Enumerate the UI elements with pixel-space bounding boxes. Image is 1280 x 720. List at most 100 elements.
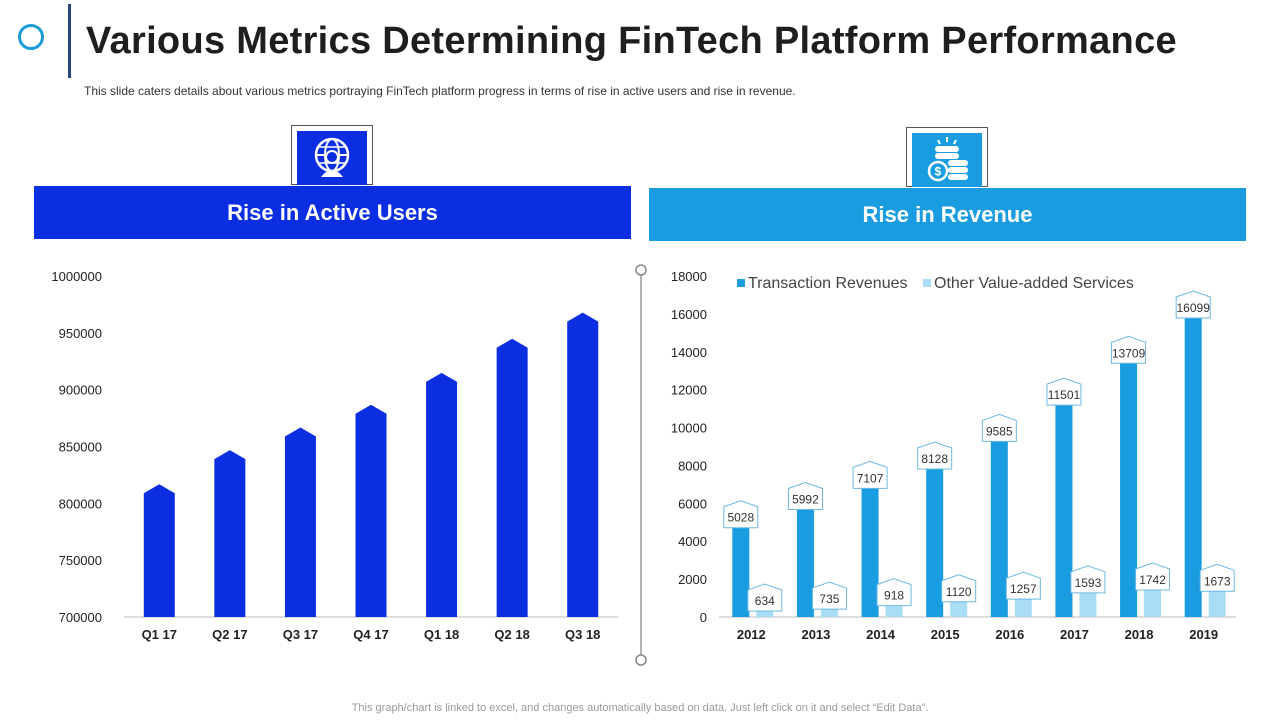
legend-label: Transaction Revenues <box>748 275 908 292</box>
data-label-box <box>1005 571 1041 600</box>
y-tick-label: 800000 <box>59 496 102 511</box>
page-title: Various Metrics Determining FinTech Plat… <box>86 20 1177 62</box>
y-tick-label: 950000 <box>59 326 102 341</box>
bar <box>143 484 175 617</box>
money-coins-icon: $ <box>912 133 982 187</box>
bar-transaction-revenues <box>796 503 814 617</box>
data-label: 9585 <box>986 424 1013 438</box>
data-label: 5992 <box>792 492 819 506</box>
x-tick-label: Q3 18 <box>565 627 600 642</box>
data-label: 1593 <box>1075 576 1102 590</box>
x-tick-label: Q2 18 <box>494 627 529 642</box>
data-label-other-services: 1742 <box>1135 562 1171 591</box>
bar-other-services <box>1144 583 1162 617</box>
x-tick-label: Q3 17 <box>283 627 318 642</box>
revenue-panel-header: Rise in Revenue <box>649 188 1246 241</box>
x-tick-label: 2014 <box>866 627 896 642</box>
bar-transaction-revenues <box>926 463 944 617</box>
data-label: 634 <box>755 594 775 608</box>
data-label: 1257 <box>1010 582 1037 596</box>
y-tick-label: 14000 <box>671 345 707 360</box>
users-icon-frame <box>291 125 373 185</box>
bar-transaction-revenues <box>732 521 750 617</box>
chart-divider <box>635 264 647 666</box>
data-label-transaction-revenues: 5992 <box>787 481 823 510</box>
data-label-box <box>941 574 977 603</box>
bar <box>567 312 599 617</box>
y-tick-label: 700000 <box>59 610 102 625</box>
data-label-box <box>917 441 953 470</box>
page-subtitle: This slide caters details about various … <box>84 84 796 98</box>
data-label-box <box>747 583 783 612</box>
legend-swatch <box>923 279 931 287</box>
x-tick-label: Q1 18 <box>424 627 459 642</box>
users-panel-header: Rise in Active Users <box>34 186 631 239</box>
data-label: 8128 <box>921 452 948 466</box>
y-tick-label: 12000 <box>671 383 707 398</box>
x-tick-label: Q2 17 <box>212 627 247 642</box>
x-tick-label: 2013 <box>801 627 830 642</box>
data-label-transaction-revenues: 7107 <box>852 460 888 489</box>
data-label-other-services: 1257 <box>1005 571 1041 600</box>
y-tick-label: 750000 <box>59 553 102 568</box>
users-chart: 700000 750000 800000 850000 900000 950000 1000… <box>51 269 618 642</box>
y-tick-label: 18000 <box>671 269 707 284</box>
bar <box>496 338 528 617</box>
data-label-transaction-revenues: 9585 <box>981 413 1017 442</box>
y-tick-label: 16000 <box>671 307 707 322</box>
data-label-box <box>1175 290 1211 319</box>
x-tick-label: 2019 <box>1189 627 1218 642</box>
data-label-transaction-revenues: 11501 <box>1046 377 1082 406</box>
data-label-box <box>981 413 1017 442</box>
x-tick-label: Q1 17 <box>142 627 177 642</box>
legend-label: Other Value-added Services <box>934 275 1134 292</box>
bar-other-services <box>1208 585 1226 617</box>
data-label-other-services: 918 <box>876 578 912 607</box>
data-label-box <box>876 578 912 607</box>
data-label-box <box>1046 377 1082 406</box>
y-tick-label: 2000 <box>678 572 707 587</box>
bar <box>426 372 458 617</box>
data-label: 16099 <box>1177 301 1211 315</box>
data-label-transaction-revenues: 5028 <box>723 500 759 529</box>
bar <box>214 450 246 617</box>
bar-transaction-revenues <box>990 435 1008 617</box>
data-label: 5028 <box>727 511 754 525</box>
data-label-box <box>1135 562 1171 591</box>
data-label: 11501 <box>1048 388 1081 402</box>
bar-transaction-revenues <box>1055 399 1073 617</box>
data-label-transaction-revenues: 8128 <box>917 441 953 470</box>
data-label-other-services: 1673 <box>1199 563 1235 592</box>
data-label-box <box>1199 563 1235 592</box>
revenue-icon-frame: $ <box>906 127 988 187</box>
bar <box>284 427 316 617</box>
title-divider <box>68 4 71 78</box>
bar-transaction-revenues <box>1120 357 1138 617</box>
data-label: 1673 <box>1204 574 1231 588</box>
globe-user-icon <box>297 131 367 185</box>
x-tick-label: 2016 <box>995 627 1024 642</box>
revenue-chart: 0 2000 4000 6000 8000 10000 12000 14000 16000 180… <box>671 269 1236 642</box>
x-tick-label: 2012 <box>737 627 766 642</box>
data-label-box <box>1111 335 1147 364</box>
data-label: 1742 <box>1139 573 1166 587</box>
y-tick-label: 10000 <box>671 421 707 436</box>
bar-transaction-revenues <box>861 482 879 617</box>
bar <box>355 404 387 617</box>
bar-transaction-revenues <box>1184 312 1202 617</box>
x-tick-label: Q4 17 <box>353 627 388 642</box>
data-label-box <box>811 581 847 610</box>
y-tick-label: 850000 <box>59 440 102 455</box>
data-label-other-services: 634 <box>747 583 783 612</box>
footnote: This graph/chart is linked to excel, and… <box>351 702 929 714</box>
data-label-transaction-revenues: 13709 <box>1111 335 1147 364</box>
y-tick-label: 4000 <box>678 534 707 549</box>
x-tick-label: 2015 <box>931 627 960 642</box>
y-tick-label: 900000 <box>59 383 102 398</box>
data-label: 918 <box>884 589 904 603</box>
data-label: 735 <box>819 592 839 606</box>
data-label: 1120 <box>946 585 972 599</box>
data-label-other-services: 1120 <box>941 574 977 603</box>
data-label-box <box>1070 565 1106 594</box>
data-label-box <box>787 481 823 510</box>
